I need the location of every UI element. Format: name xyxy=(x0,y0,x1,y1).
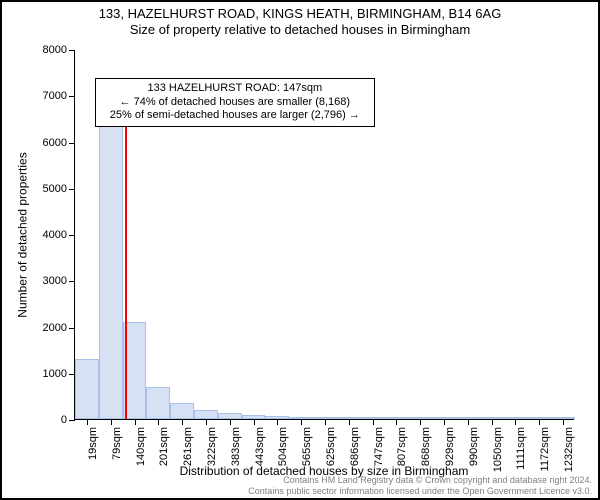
x-tick xyxy=(539,419,540,425)
y-tick xyxy=(69,96,75,97)
x-tick xyxy=(301,419,302,425)
x-tick-label: 504sqm xyxy=(277,427,289,466)
histogram-bar xyxy=(480,417,504,419)
chart-footer: Contains HM Land Registry data © Crown c… xyxy=(248,475,592,496)
x-tick-label: 322sqm xyxy=(206,427,218,466)
y-tick-label: 2000 xyxy=(43,322,67,334)
y-tick-label: 4000 xyxy=(43,229,67,241)
annotation-line: 25% of semi-detached houses are larger (… xyxy=(102,109,368,123)
x-tick xyxy=(492,419,493,425)
annotation-line: ← 74% of detached houses are smaller (8,… xyxy=(102,96,368,110)
y-tick-label: 7000 xyxy=(43,90,67,102)
x-tick-label: 990sqm xyxy=(468,427,480,466)
x-tick-label: 201sqm xyxy=(158,427,170,466)
chart-title-area: 133, HAZELHURST ROAD, KINGS HEATH, BIRMI… xyxy=(2,6,598,37)
histogram-bar xyxy=(385,417,409,419)
histogram-bar xyxy=(265,416,289,419)
x-tick xyxy=(87,419,88,425)
chart-container: 133, HAZELHURST ROAD, KINGS HEATH, BIRMI… xyxy=(0,0,600,500)
x-tick-label: 79sqm xyxy=(111,427,123,460)
x-tick-label: 140sqm xyxy=(135,427,147,466)
x-tick xyxy=(135,419,136,425)
y-tick xyxy=(69,189,75,190)
x-tick xyxy=(396,419,397,425)
y-tick-label: 6000 xyxy=(43,137,67,149)
histogram-bar xyxy=(99,105,123,420)
x-tick xyxy=(182,419,183,425)
property-marker-line xyxy=(125,81,127,419)
histogram-bar xyxy=(146,387,170,419)
footer-line1: Contains HM Land Registry data © Crown c… xyxy=(248,475,592,485)
x-tick xyxy=(277,419,278,425)
histogram-bar xyxy=(75,359,99,419)
histogram-bar xyxy=(551,417,575,419)
histogram-bar xyxy=(218,413,242,419)
histogram-bar xyxy=(504,417,528,419)
x-tick-label: 19sqm xyxy=(87,427,99,460)
histogram-bar xyxy=(313,417,337,419)
y-tick xyxy=(69,50,75,51)
x-tick xyxy=(206,419,207,425)
x-tick-label: 443sqm xyxy=(254,427,266,466)
x-tick-label: 686sqm xyxy=(349,427,361,466)
histogram-bar xyxy=(456,417,480,419)
y-axis-label: Number of detached properties xyxy=(16,50,30,420)
histogram-bar xyxy=(337,417,361,419)
x-tick xyxy=(158,419,159,425)
y-tick xyxy=(69,420,75,421)
x-tick xyxy=(420,419,421,425)
x-tick xyxy=(230,419,231,425)
y-tick xyxy=(69,328,75,329)
x-tick-label: 383sqm xyxy=(230,427,242,466)
y-tick-label: 1000 xyxy=(43,368,67,380)
x-tick-label: 747sqm xyxy=(373,427,385,466)
chart-title-line1: 133, HAZELHURST ROAD, KINGS HEATH, BIRMI… xyxy=(2,6,598,22)
y-tick xyxy=(69,143,75,144)
x-tick xyxy=(325,419,326,425)
x-tick-label: 565sqm xyxy=(301,427,313,466)
x-tick xyxy=(349,419,350,425)
plot-box: 01000200030004000500060007000800019sqm79… xyxy=(74,50,574,420)
y-axis-label-text: Number of detached properties xyxy=(16,152,30,317)
x-tick xyxy=(373,419,374,425)
x-tick xyxy=(563,419,564,425)
footer-line2: Contains public sector information licen… xyxy=(248,486,592,496)
y-tick-label: 5000 xyxy=(43,183,67,195)
x-tick xyxy=(254,419,255,425)
x-tick-label: 807sqm xyxy=(396,427,408,466)
histogram-bar xyxy=(242,415,266,419)
histogram-bar xyxy=(432,417,456,419)
y-tick xyxy=(69,235,75,236)
chart-plot-area: 01000200030004000500060007000800019sqm79… xyxy=(74,50,574,420)
x-tick-label: 868sqm xyxy=(420,427,432,466)
histogram-bar xyxy=(170,403,194,419)
histogram-bar xyxy=(194,410,218,419)
y-tick-label: 8000 xyxy=(43,44,67,56)
x-tick xyxy=(468,419,469,425)
histogram-bar xyxy=(361,417,385,419)
x-tick xyxy=(111,419,112,425)
histogram-bar xyxy=(408,417,432,419)
y-tick-label: 0 xyxy=(61,414,67,426)
x-tick xyxy=(515,419,516,425)
x-tick xyxy=(444,419,445,425)
y-tick-label: 3000 xyxy=(43,275,67,287)
histogram-bar xyxy=(289,417,313,419)
histogram-bar xyxy=(527,417,551,419)
x-tick-label: 261sqm xyxy=(182,427,194,466)
annotation-line: 133 HAZELHURST ROAD: 147sqm xyxy=(102,82,368,96)
y-tick xyxy=(69,281,75,282)
x-tick-label: 929sqm xyxy=(444,427,456,466)
chart-title-line2: Size of property relative to detached ho… xyxy=(2,22,598,38)
annotation-box: 133 HAZELHURST ROAD: 147sqm← 74% of deta… xyxy=(95,78,375,127)
x-tick-label: 625sqm xyxy=(325,427,337,466)
